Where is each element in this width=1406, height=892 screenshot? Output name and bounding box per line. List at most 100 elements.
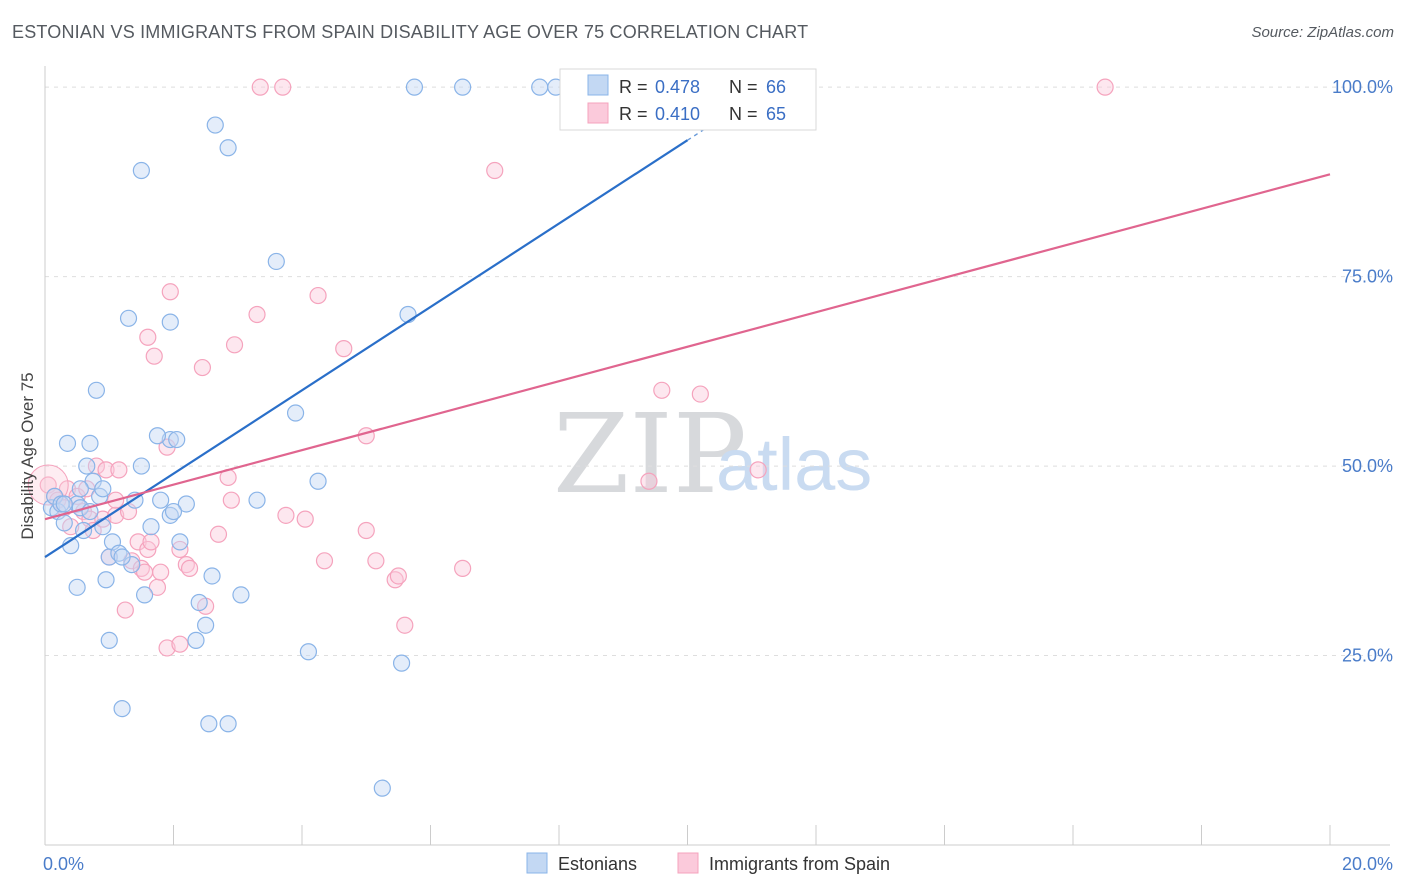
spain-point — [277, 506, 295, 524]
estonian-point — [164, 502, 183, 521]
spain-points — [27, 78, 1114, 657]
x-tick-label-max: 20.0% — [1342, 854, 1393, 874]
legend-estonians-label: Estonians — [558, 854, 637, 874]
estonian-point — [119, 309, 138, 327]
grid — [45, 86, 1390, 657]
estonian-point — [190, 593, 208, 612]
n-value-estonians: 66 — [766, 77, 786, 97]
spain-trendline — [44, 173, 1331, 521]
spain-point — [97, 461, 115, 479]
spain-point — [357, 427, 375, 445]
spain-point — [653, 381, 671, 399]
spain-point — [367, 552, 385, 570]
spain-point — [335, 340, 353, 358]
estonian-point — [248, 491, 266, 509]
spain-point — [110, 461, 128, 479]
spain-point — [193, 358, 212, 377]
estonian-point — [132, 457, 150, 475]
x-tick-label-min: 0.0% — [43, 854, 84, 874]
x-tick-labels: 0.0% 20.0% — [43, 854, 1393, 874]
source-label: Source: ZipAtlas.com — [1251, 24, 1394, 41]
spain-point — [158, 639, 176, 657]
estonian-point — [71, 480, 89, 498]
estonians-trendline — [44, 139, 689, 558]
estonian-point — [286, 404, 305, 422]
spain-point — [116, 601, 134, 619]
estonian-point — [200, 715, 218, 733]
estonian-point — [219, 139, 237, 157]
estonian-point — [152, 491, 170, 509]
estonian-point — [135, 586, 154, 604]
estonian-point — [454, 78, 472, 96]
watermark-atlas: atlas — [716, 423, 872, 506]
estonian-point — [392, 654, 411, 672]
legend-estonians-swatch — [526, 852, 548, 874]
estonian-point — [78, 457, 96, 475]
r-value-spain: 0.410 — [655, 104, 700, 124]
estonian-point — [68, 578, 86, 596]
watermark: ZIP atlas — [553, 390, 872, 518]
y-axis-title: Disability Age Over 75 — [18, 372, 37, 539]
estonian-point — [531, 78, 549, 96]
estonian-point — [267, 252, 285, 271]
estonians-swatch — [587, 74, 609, 96]
spain-point — [145, 347, 163, 365]
spain-point — [315, 552, 334, 570]
estonian-point — [81, 434, 99, 452]
estonian-point — [373, 779, 391, 797]
estonian-point — [142, 518, 160, 536]
r-label-estonians: R = — [619, 77, 648, 97]
estonian-point — [113, 548, 131, 566]
spain-point — [152, 563, 170, 581]
estonian-point — [405, 78, 424, 96]
estonian-point — [55, 495, 73, 513]
legend-spain-swatch — [677, 852, 699, 874]
y-tick-labels: 25.0% 50.0% 75.0% 100.0% — [1332, 77, 1393, 665]
spain-point — [225, 336, 244, 354]
spain-point — [396, 616, 414, 634]
y-tick-label: 50.0% — [1342, 456, 1393, 476]
estonian-point — [161, 430, 179, 449]
chart-title: ESTONIAN VS IMMIGRANTS FROM SPAIN DISABI… — [12, 22, 809, 42]
estonian-point — [87, 381, 106, 399]
estonian-point — [203, 567, 221, 585]
estonian-point — [132, 161, 150, 180]
legend-spain-label: Immigrants from Spain — [709, 854, 890, 874]
spain-point — [389, 567, 407, 585]
estonian-point — [113, 699, 131, 718]
spain-point — [139, 328, 157, 346]
spain-point — [248, 305, 266, 324]
watermark-zip: ZIP — [553, 390, 747, 518]
estonian-point — [58, 434, 77, 452]
axes — [44, 66, 1390, 846]
spain-point — [454, 559, 472, 577]
estonian-point — [399, 305, 417, 324]
estonian-point — [148, 427, 167, 445]
spain-point — [274, 78, 292, 96]
spain-point — [640, 472, 658, 490]
y-tick-label: 25.0% — [1342, 646, 1393, 666]
n-label-spain: N = — [729, 104, 758, 124]
spain-point — [1096, 78, 1114, 96]
estonian-point — [219, 715, 237, 733]
spain-point — [222, 491, 240, 509]
spain-point — [209, 525, 228, 543]
spain-cluster-point — [27, 464, 69, 506]
estonian-points — [42, 78, 578, 797]
spain-point — [357, 521, 375, 540]
estonian-point — [299, 643, 318, 661]
estonian-point — [94, 518, 112, 536]
estonian-point — [197, 616, 215, 634]
estonian-point — [309, 472, 327, 490]
y-tick-label: 75.0% — [1342, 267, 1393, 287]
spain-point — [180, 559, 199, 577]
n-value-spain: 65 — [766, 104, 786, 124]
estonian-point — [97, 571, 115, 589]
spain-point — [251, 78, 269, 96]
n-label-estonians: N = — [729, 77, 758, 97]
estonian-point — [206, 116, 224, 134]
spain-point — [296, 510, 314, 528]
spain-point — [691, 385, 709, 403]
y-tick-label: 100.0% — [1332, 77, 1393, 97]
estonian-point — [94, 480, 112, 498]
